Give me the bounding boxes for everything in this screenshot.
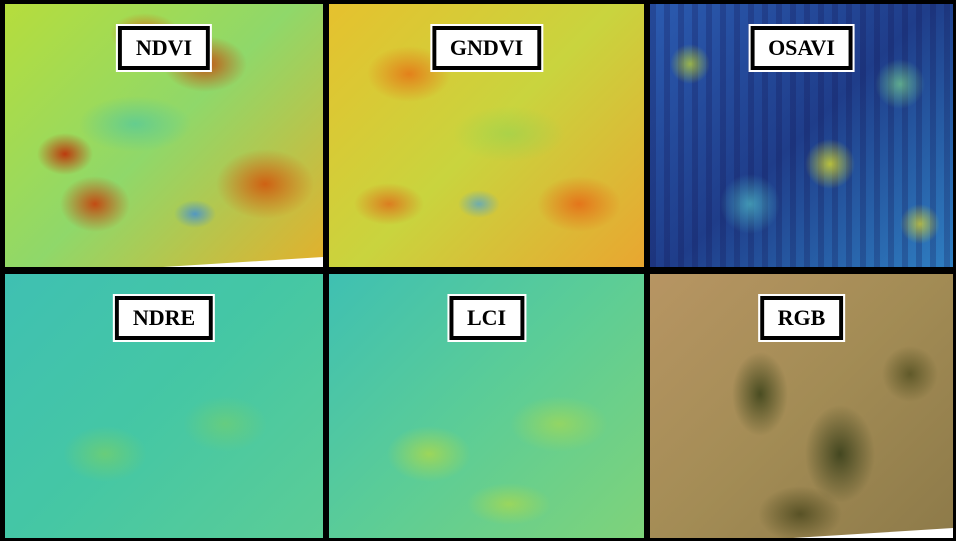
rgb-image: RGB xyxy=(650,274,953,538)
edge xyxy=(163,257,323,267)
ndre-map: NDRE xyxy=(5,274,323,538)
figure: NDVI GNDVI OSAVI NDRE LCI RGB xyxy=(0,0,956,541)
ndvi-map: NDVI xyxy=(5,4,323,267)
panel-label: OSAVI xyxy=(750,26,853,70)
lci-map: LCI xyxy=(329,274,644,538)
gndvi-map: GNDVI xyxy=(329,4,644,267)
panel-label: NDRE xyxy=(115,296,213,340)
edge xyxy=(793,528,953,538)
panel-label: NDVI xyxy=(118,26,210,70)
panel-label: LCI xyxy=(449,296,524,340)
osavi-map: OSAVI xyxy=(650,4,953,267)
panel-label: GNDVI xyxy=(432,26,541,70)
panel-label: RGB xyxy=(760,296,844,340)
